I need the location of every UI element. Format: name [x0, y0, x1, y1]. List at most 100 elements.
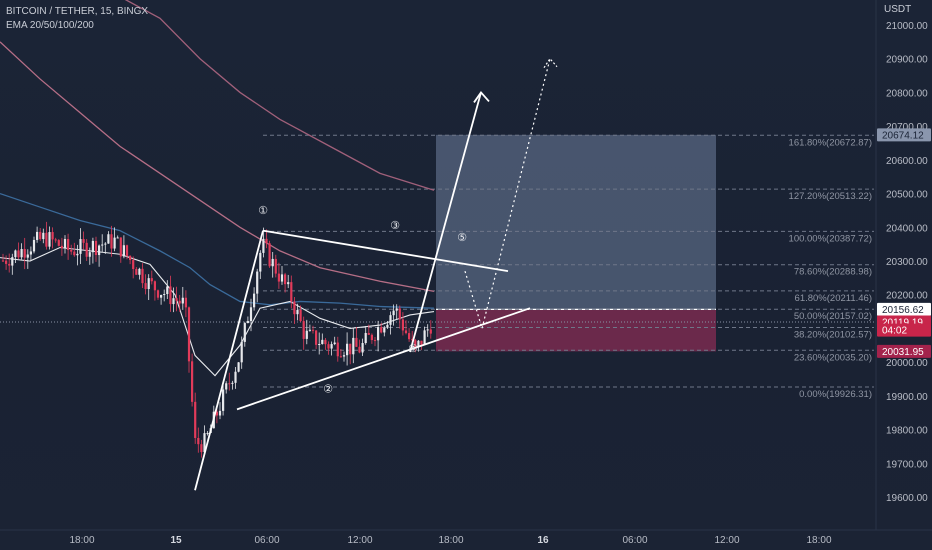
candle-body	[414, 340, 417, 347]
candle-body	[172, 298, 175, 305]
candle-body	[163, 294, 166, 296]
candle-body	[253, 293, 256, 308]
candle-body	[222, 389, 225, 411]
candle-body	[324, 339, 327, 345]
candle-body	[420, 340, 423, 345]
candle-body	[156, 290, 160, 298]
candle-body	[395, 308, 398, 311]
candle-body	[17, 250, 20, 258]
time-tick-7: 12:00	[714, 535, 739, 546]
target-zone	[436, 134, 716, 310]
candle-body	[166, 286, 169, 295]
time-tick-8: 18:00	[806, 535, 831, 546]
candle-body	[60, 245, 63, 249]
price-tick-11: 19900.00	[886, 392, 928, 403]
candle-body	[150, 278, 153, 282]
candle-body	[423, 330, 426, 345]
price-tick-4: 20600.00	[886, 156, 928, 167]
candle-body	[104, 243, 107, 245]
candle-body	[426, 329, 429, 331]
candle-body	[85, 242, 88, 257]
fib-label-8: 0.00%(19926.31)	[799, 389, 872, 400]
candle-body	[26, 254, 29, 258]
price-tick-6: 20400.00	[886, 223, 928, 234]
candle-body	[129, 255, 132, 260]
price-tick-8: 20200.00	[886, 291, 928, 302]
fib-label-6: 38.20%(20102.57)	[794, 330, 872, 341]
fib-label-0: 161.80%(20672.87)	[789, 137, 872, 148]
breakout-arrow-head	[473, 90, 490, 103]
wave-line-1	[194, 230, 264, 491]
time-tick-0: 18:00	[69, 535, 94, 546]
candle-body	[110, 234, 113, 249]
candle-body	[70, 249, 73, 252]
candle-body	[138, 268, 141, 275]
candle-body	[308, 329, 311, 331]
breakout-projection-line	[409, 92, 482, 353]
wave-label-4: ④	[408, 342, 418, 355]
candles	[1, 221, 432, 458]
candle-body	[277, 273, 280, 282]
wave-label-3: ③	[390, 219, 400, 232]
candle-body	[265, 238, 268, 244]
ema100-line	[0, 41, 435, 292]
ema200-line	[124, 0, 435, 191]
fib-label-5: 50.00%(20157.02)	[794, 311, 872, 322]
candle-body	[5, 260, 8, 264]
alt-arrow-head	[543, 57, 558, 69]
candle-body	[135, 269, 138, 275]
candle-body	[386, 324, 389, 328]
candle-body	[42, 232, 45, 240]
fib-label-4: 61.80%(20211.46)	[795, 293, 872, 304]
price-tag-last: 20119.19	[882, 317, 923, 328]
time-tick-1: 15	[170, 535, 182, 546]
fib-label-7: 23.60%(20035.20)	[794, 352, 872, 363]
candle-body	[327, 344, 330, 349]
candle-body	[293, 301, 296, 315]
candle-body	[11, 257, 14, 266]
candle-body	[401, 319, 404, 331]
fib-label-3: 78.60%(20288.98)	[794, 267, 872, 278]
fib-label-1: 127.20%(20513.22)	[789, 191, 872, 202]
price-tag-bg-countdown	[877, 323, 931, 337]
candle-body	[197, 437, 200, 445]
wave-label-2: ②	[323, 382, 333, 395]
candle-body	[203, 433, 206, 453]
price-tick-13: 19700.00	[886, 459, 928, 470]
candle-body	[116, 237, 119, 239]
candle-body	[88, 252, 91, 257]
candle-body	[380, 327, 383, 333]
candle-body	[184, 297, 187, 308]
candle-body	[20, 249, 23, 258]
candle-body	[48, 232, 51, 247]
candle-body	[389, 315, 392, 325]
candle-body	[361, 343, 364, 353]
candle-body	[256, 271, 259, 294]
candle-body	[342, 355, 346, 357]
time-tick-4: 18:00	[438, 535, 463, 546]
triangle-upper-line	[262, 229, 509, 273]
candle-body	[377, 327, 380, 341]
candle-body	[305, 330, 308, 339]
candle-body	[94, 240, 98, 256]
candle-body	[333, 342, 336, 345]
candle-body	[194, 401, 197, 438]
candle-body	[259, 252, 262, 272]
time-tick-2: 06:00	[254, 535, 279, 546]
candle-body	[178, 300, 181, 304]
candle-body	[240, 341, 243, 363]
candle-body	[246, 321, 249, 324]
candle-body	[271, 258, 274, 267]
candle-body	[358, 346, 361, 353]
candle-body	[32, 239, 36, 252]
price-tag-bg-entry	[877, 302, 931, 316]
candle-body	[113, 237, 116, 249]
candle-body	[200, 444, 203, 453]
price-tag-bg-target	[877, 128, 931, 142]
price-tag-target: 20674.12	[882, 130, 924, 141]
price-tick-0: 21000.00	[886, 21, 928, 32]
ema20-line	[0, 246, 435, 377]
alt-projection-path	[464, 58, 551, 331]
